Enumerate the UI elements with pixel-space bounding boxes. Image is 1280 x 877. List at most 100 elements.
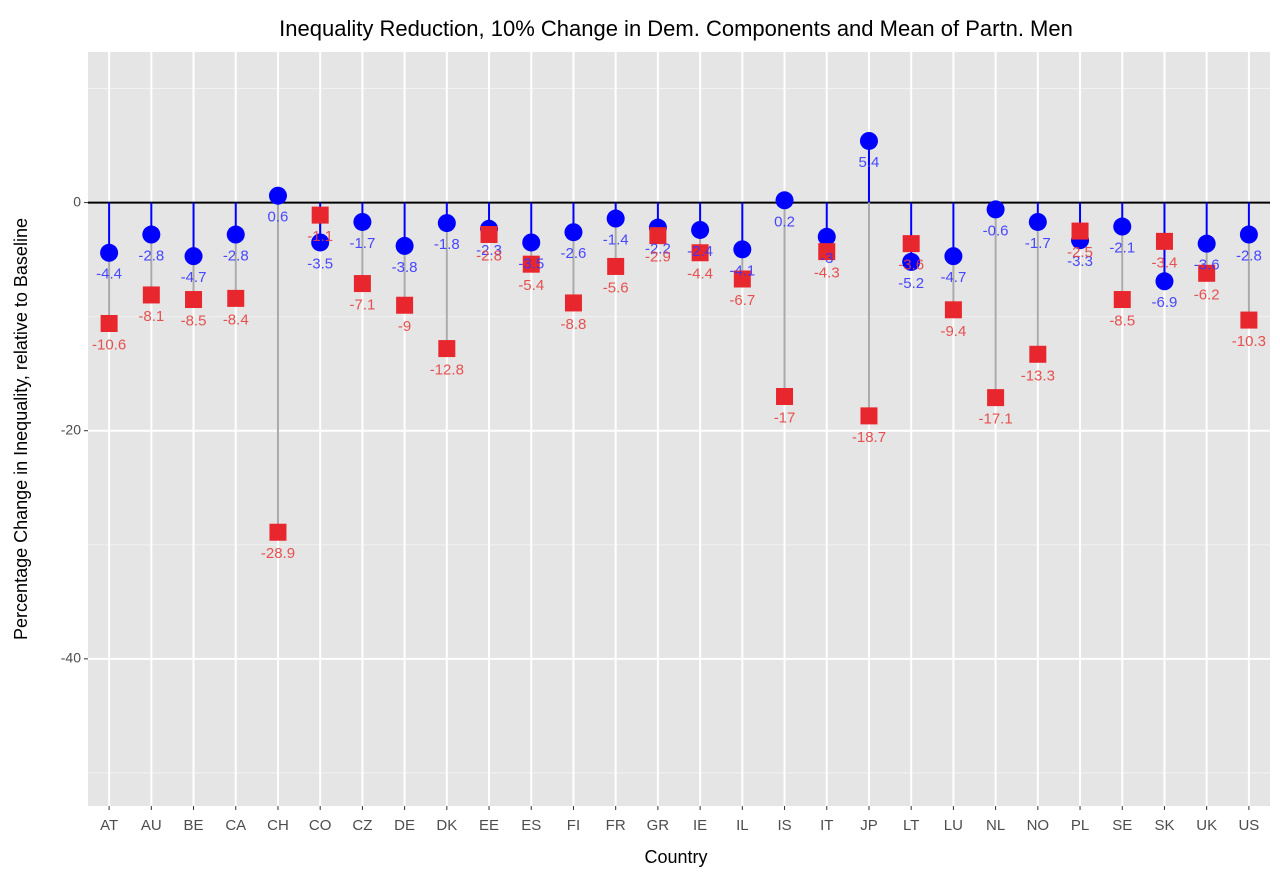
point (522, 255, 540, 273)
x-tick-label: NO (1027, 817, 1050, 834)
point (1240, 311, 1258, 329)
x-tick-label: IT (820, 817, 833, 834)
point (860, 407, 878, 425)
data-label: -5.4 (518, 277, 544, 294)
data-label: -8.5 (1109, 312, 1135, 329)
data-label: -4.3 (814, 265, 840, 282)
point (395, 236, 414, 255)
data-label: -4.7 (181, 269, 207, 286)
x-tick-label: JP (860, 817, 878, 834)
data-label: 5.4 (859, 154, 880, 171)
point (142, 286, 160, 304)
data-label: -8.5 (181, 312, 207, 329)
point (817, 227, 836, 246)
x-tick-label: IE (693, 817, 707, 834)
point (944, 301, 962, 319)
point (733, 240, 752, 259)
point (1239, 225, 1258, 244)
point (1028, 212, 1047, 231)
data-label: -6.7 (729, 292, 755, 309)
point (269, 523, 287, 541)
point (691, 220, 710, 239)
x-tick-label: LU (944, 817, 963, 834)
point (606, 209, 625, 228)
data-label: -5.6 (603, 279, 629, 296)
x-tick-label: UK (1196, 817, 1217, 834)
data-label: -1.4 (603, 232, 629, 249)
data-label: -2.5 (1067, 244, 1093, 261)
point (522, 233, 541, 252)
data-label: -12.8 (430, 362, 464, 379)
point (902, 235, 920, 253)
data-label: -1.7 (349, 235, 375, 252)
x-tick-label: SK (1154, 817, 1174, 834)
data-label: -28.9 (261, 545, 295, 562)
point (226, 225, 245, 244)
plot-background (88, 52, 1270, 806)
data-label: -2.9 (645, 249, 671, 266)
x-tick-label: CH (267, 817, 289, 834)
data-label: -2.8 (1236, 247, 1262, 264)
point (733, 270, 751, 288)
point (438, 340, 456, 358)
point (986, 200, 1005, 219)
point (1113, 291, 1131, 309)
data-label: -17.1 (979, 411, 1013, 428)
data-label: -6.9 (1152, 294, 1178, 311)
data-label: -2.2 (645, 241, 671, 258)
data-label: -2.8 (138, 247, 164, 264)
point (902, 252, 921, 271)
data-label: -2.8 (476, 247, 502, 264)
x-tick-label: IL (736, 817, 749, 834)
point (396, 296, 414, 314)
x-tick-label: FI (567, 817, 580, 834)
data-label: -8.8 (561, 316, 587, 333)
y-tick-label: -20 (61, 421, 81, 437)
data-label: -4.4 (687, 266, 713, 283)
data-label: -3.6 (1194, 257, 1220, 274)
x-tick-label: BE (184, 817, 204, 834)
y-axis-title: Percentage Change in Inequality, relativ… (11, 218, 31, 640)
data-label: -1.8 (434, 236, 460, 253)
data-label: -4.1 (729, 262, 755, 279)
data-label: -9.4 (940, 323, 966, 340)
data-label: -9 (398, 318, 411, 335)
data-label: -3.5 (518, 255, 544, 272)
x-tick-label: LT (903, 817, 919, 834)
data-label: -4.7 (940, 269, 966, 286)
point (691, 244, 709, 262)
chart-title: Inequality Reduction, 10% Change in Dem.… (279, 16, 1073, 41)
data-label: -17 (774, 409, 796, 426)
x-axis-title: Country (644, 847, 707, 867)
data-label: -3.6 (898, 257, 924, 274)
x-tick-label: CZ (352, 817, 372, 834)
data-label: -2.8 (223, 247, 249, 264)
point (268, 186, 287, 205)
point (437, 214, 456, 233)
point (775, 191, 794, 210)
data-label: -2.3 (476, 242, 502, 259)
point (776, 387, 794, 405)
point (859, 131, 878, 150)
data-label: -3.8 (392, 259, 418, 276)
x-tick-label: ES (521, 817, 541, 834)
data-label: -2.1 (1109, 239, 1135, 256)
x-tick-label: GR (647, 817, 670, 834)
point (944, 247, 963, 266)
x-tick-label: AT (100, 817, 118, 834)
x-tick-label: EE (479, 817, 499, 834)
point (480, 226, 498, 244)
x-tick-label: FR (606, 817, 626, 834)
x-tick-label: NL (986, 817, 1005, 834)
data-label: -2.4 (687, 243, 713, 260)
data-label: -3.3 (1067, 253, 1093, 270)
point (564, 223, 583, 242)
point (1113, 217, 1132, 236)
point (353, 212, 372, 231)
data-label: -3.4 (1152, 254, 1178, 271)
x-tick-label: AU (141, 817, 162, 834)
point (100, 314, 118, 332)
data-label: -3.5 (307, 255, 333, 272)
point (1155, 272, 1174, 291)
